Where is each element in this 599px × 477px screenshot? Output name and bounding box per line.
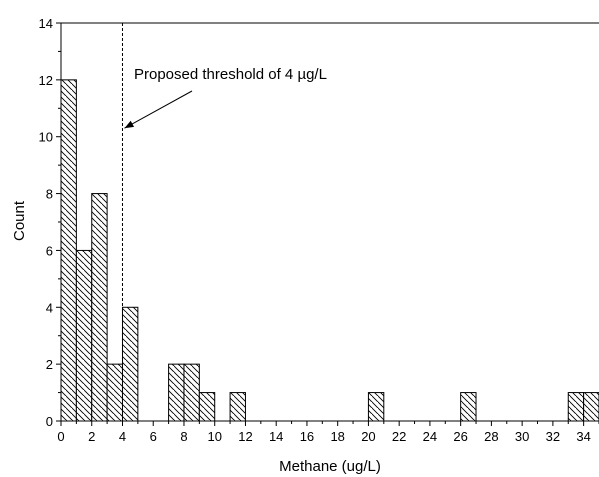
histogram-bar [567,392,585,422]
histogram-bar [367,392,385,422]
y-tick-label: 4 [46,300,53,315]
x-tick-label: 30 [515,429,529,444]
x-tick-label: 8 [180,429,187,444]
histogram-bar [168,363,185,422]
x-tick-label: 10 [207,429,221,444]
x-tick-label: 2 [88,429,95,444]
histogram-bar [460,392,477,422]
annotation-arrowhead [124,120,135,129]
y-tick-label: 6 [46,243,53,258]
y-axis-title: Count [11,200,28,241]
x-tick-label: 26 [453,429,467,444]
histogram-bar [75,249,93,422]
annotation-arrow [124,90,193,129]
y-tick-label: 2 [46,357,53,372]
x-tick-label: 22 [392,429,406,444]
histogram-bar [183,363,200,422]
x-tick-label: 20 [361,429,375,444]
x-tick-label: 0 [57,429,64,444]
x-tick-label: 32 [546,429,560,444]
y-tick-label: 8 [46,187,53,202]
x-axis-ticks: 0 2 4 6 8 10 12 14 16 18 20 22 24 26 28 30 32 34 [57,421,599,444]
x-tick-label: 4 [119,429,126,444]
histogram-bar [91,193,108,422]
histogram-bar [198,392,216,422]
histogram-bar [229,392,246,422]
bars-group [60,79,599,422]
histogram-bar [60,79,77,422]
y-tick-label: 12 [39,73,53,88]
histogram-bar [583,392,599,422]
y-tick-label: 10 [39,130,53,145]
y-tick-label: 0 [46,414,53,429]
x-tick-label: 6 [150,429,157,444]
histogram-bar [106,363,123,422]
x-tick-label: 28 [484,429,498,444]
x-tick-label: 24 [423,429,437,444]
x-tick-label: 18 [330,429,344,444]
y-axis-ticks: 0 2 4 6 8 10 12 14 [39,16,61,429]
threshold-annotation: Proposed threshold of 4 µg/L [134,66,327,83]
x-tick-label: 16 [300,429,314,444]
x-tick-label: 34 [576,429,590,444]
histogram-bar [121,306,139,422]
x-tick-label: 14 [269,429,283,444]
y-tick-label: 14 [39,16,53,31]
x-tick-label: 12 [238,429,252,444]
x-axis-title: Methane (ug/L) [279,458,381,475]
